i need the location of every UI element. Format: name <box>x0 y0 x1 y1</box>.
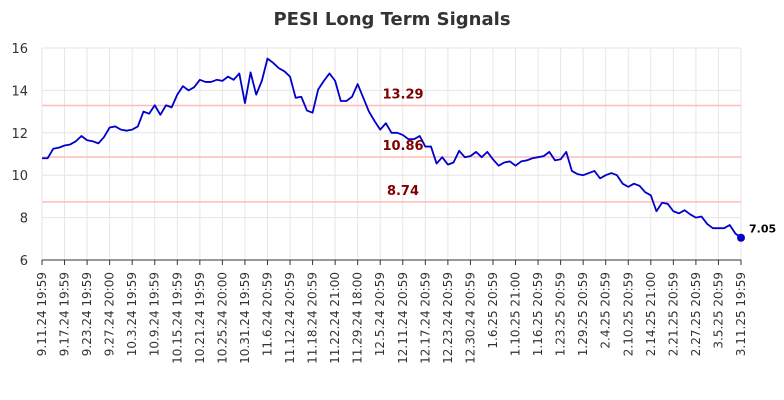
x-tick-label: 10.3.24 19:59 <box>125 272 139 356</box>
x-tick-label: 12.5.24 20:59 <box>373 272 387 356</box>
x-tick-label: 10.31.24 19:59 <box>238 272 252 364</box>
x-tick-label: 2.21.25 20:59 <box>666 272 680 356</box>
y-tick-label: 12 <box>11 127 28 142</box>
last-value-label: 7.05 <box>749 223 776 236</box>
x-tick-label: 12.17.24 20:59 <box>418 272 432 364</box>
series <box>42 57 745 242</box>
x-tick-label: 9.11.24 19:59 <box>35 272 49 356</box>
x-tick-label: 3.11.25 19:59 <box>734 272 748 356</box>
x-tick-label: 9.23.24 19:59 <box>80 272 94 356</box>
x-tick-label: 12.11.24 20:59 <box>396 272 410 364</box>
y-tick-label: 8 <box>20 212 28 227</box>
x-tick-label: 2.10.25 20:59 <box>621 272 635 356</box>
last-point-marker <box>737 233 745 242</box>
x-tick-label: 1.16.25 20:59 <box>531 272 545 356</box>
x-tick-label: 11.18.24 20:59 <box>306 272 320 364</box>
signal-label: 13.29 <box>382 87 423 102</box>
signal-label: 10.86 <box>382 139 423 154</box>
signal-lines <box>42 104 741 203</box>
y-tick-label: 10 <box>11 169 28 184</box>
x-tick-label: 1.10.25 21:00 <box>509 272 523 356</box>
x-tick-label: 10.21.24 19:59 <box>193 272 207 364</box>
x-tick-label: 2.4.25 20:59 <box>599 272 613 349</box>
x-tick-label: 9.17.24 19:59 <box>58 272 72 356</box>
x-tick-label: 11.12.24 20:59 <box>283 272 297 364</box>
x-tick-label: 1.6.25 20:59 <box>486 272 500 349</box>
series-line <box>42 57 742 239</box>
signal-label: 8.74 <box>387 184 419 199</box>
x-tick-label: 12.23.24 20:59 <box>441 272 455 364</box>
x-tick-label: 10.9.24 19:59 <box>148 272 162 356</box>
labels: 13.29 10.86 8.74 7.05 <box>382 87 776 235</box>
chart-title: PESI Long Term Signals <box>273 9 510 30</box>
x-tick-label: 2.14.25 21:00 <box>644 272 658 356</box>
x-tick-label: 11.29.24 18:00 <box>351 272 365 364</box>
x-tick-label: 2.27.25 20:59 <box>689 272 703 356</box>
x-tick-label: 12.30.24 20:59 <box>463 272 477 364</box>
x-tick-label: 10.25.24 20:00 <box>215 272 229 364</box>
y-tick-label: 16 <box>11 42 28 57</box>
x-tick-label: 1.29.25 20:59 <box>576 272 590 356</box>
x-tick-label: 9.27.24 20:00 <box>103 272 117 356</box>
x-tick-label: 11.6.24 20:59 <box>260 272 274 356</box>
x-tick-label: 11.22.24 21:00 <box>328 272 342 364</box>
y-tick-label: 14 <box>11 84 28 99</box>
y-tick-label: 6 <box>20 254 28 269</box>
axes: 6 8 10 12 14 16 9.11.24 19:59 9.17.24 19:59 9.23… <box>11 42 748 364</box>
grid <box>41 47 742 261</box>
x-tick-label: 1.23.25 20:59 <box>554 272 568 356</box>
x-tick-label: 3.5.25 20:59 <box>711 272 725 349</box>
x-tick-label: 10.15.24 19:59 <box>170 272 184 364</box>
